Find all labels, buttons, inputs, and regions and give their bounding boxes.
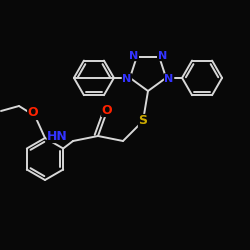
- Text: N: N: [158, 51, 167, 61]
- Text: S: S: [138, 114, 147, 128]
- Text: HN: HN: [47, 130, 68, 142]
- Text: N: N: [122, 74, 132, 84]
- Text: O: O: [28, 106, 38, 120]
- Text: O: O: [102, 104, 112, 117]
- Text: N: N: [164, 74, 174, 84]
- Text: N: N: [129, 51, 138, 61]
